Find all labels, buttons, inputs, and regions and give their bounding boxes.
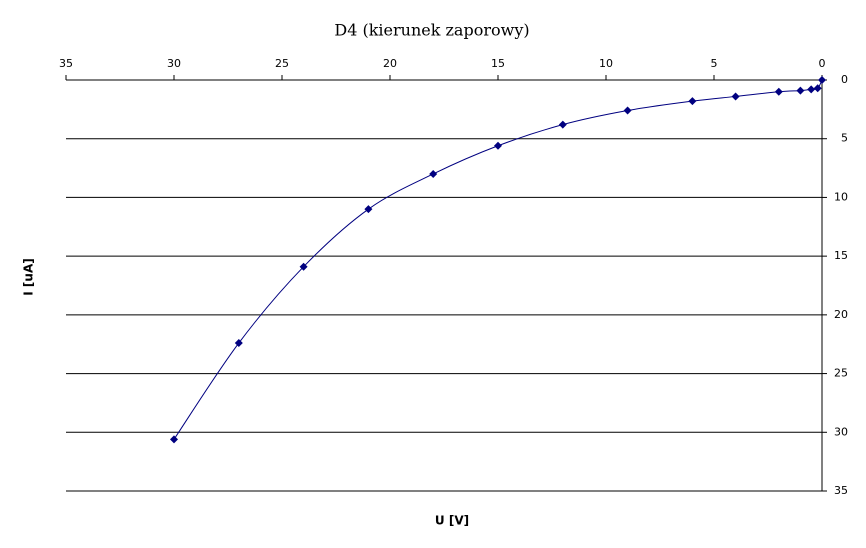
y-tick-label: 10 <box>834 190 848 203</box>
y-tick-label: 5 <box>841 132 848 145</box>
data-point <box>623 106 632 115</box>
data-point <box>774 87 783 96</box>
x-tick-label: 5 <box>711 57 718 70</box>
y-axis-label: I [uA] <box>22 258 36 295</box>
data-line <box>173 79 823 440</box>
data-point <box>299 262 308 271</box>
data-point <box>818 76 826 84</box>
data-point <box>364 205 373 214</box>
x-tick-label: 25 <box>275 57 289 70</box>
data-point <box>688 97 697 106</box>
data-point <box>170 435 178 444</box>
x-tick-label: 15 <box>491 57 505 70</box>
data-point <box>234 339 243 348</box>
y-tick-label: 20 <box>834 308 848 321</box>
chart-title: D4 (kierunek zaporowy) <box>334 21 529 40</box>
data-point <box>494 141 502 150</box>
data-point <box>796 86 805 95</box>
y-tick-label: 35 <box>834 484 848 497</box>
data-point <box>731 92 740 101</box>
data-point <box>813 84 822 93</box>
y-tick-label: 25 <box>834 367 848 380</box>
y-tick-label: 15 <box>834 249 848 262</box>
x-tick-label: 35 <box>59 57 73 70</box>
x-tick-label: 30 <box>167 57 181 70</box>
data-point <box>807 85 816 94</box>
x-axis-label: U [V] <box>435 514 469 528</box>
x-tick-label: 10 <box>599 57 613 70</box>
data-point <box>429 169 438 178</box>
y-tick-label: 0 <box>841 73 848 86</box>
y-tick-label: 30 <box>834 425 848 438</box>
data-point <box>558 120 567 129</box>
x-tick-label: 0 <box>819 57 826 70</box>
x-tick-label: 20 <box>383 57 397 70</box>
